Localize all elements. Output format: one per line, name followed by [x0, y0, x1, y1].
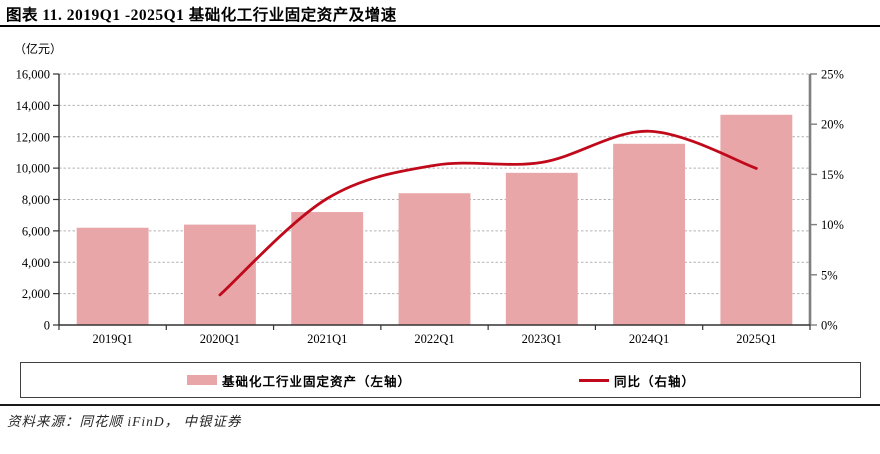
left-axis-tick-label: 16,000	[16, 68, 50, 82]
left-axis-tick-label: 4,000	[22, 256, 50, 270]
x-axis-label: 2020Q1	[200, 332, 240, 346]
left-axis-unit-label: （亿元）	[14, 42, 63, 56]
right-axis-tick-label: 15%	[821, 168, 844, 182]
chart-legend: 基础化工行业固定资产（左轴） 同比（右轴）	[20, 362, 861, 398]
x-axis-label: 2022Q1	[414, 332, 454, 346]
left-axis-tick-label: 14,000	[16, 99, 50, 113]
bar-2022Q1	[398, 193, 471, 325]
legend-item-fixed-assets: 基础化工行业固定资产（左轴）	[187, 371, 411, 390]
yoy-trend-line	[218, 129, 758, 297]
chart-plot-area: 0 2,000 4,000 6,000 8,000 10,000 12,000 14,000 1…	[16, 68, 844, 347]
bar-2020Q1	[183, 224, 256, 325]
bar-2024Q1	[613, 143, 686, 325]
footer-divider	[0, 404, 880, 406]
source-note: 资料来源：同花顺 iFinD， 中银证券	[7, 414, 242, 429]
bar-series-swatch	[187, 375, 217, 385]
left-axis-tick-label: 10,000	[16, 162, 50, 176]
bar-2021Q1	[291, 212, 364, 325]
left-axis-tick-label: 12,000	[16, 130, 50, 144]
line-series-swatch	[579, 378, 610, 382]
legend-item-yoy: 同比（右轴）	[579, 371, 695, 390]
left-axis-tick-label: 2,000	[22, 287, 50, 301]
right-axis-tick-label: 10%	[821, 218, 844, 232]
title-divider	[0, 25, 880, 27]
bar-2025Q1	[720, 114, 793, 325]
right-axis-tick-label: 25%	[821, 68, 844, 82]
left-axis-tick-label: 6,000	[22, 224, 50, 238]
right-axis-tick-label: 20%	[821, 118, 844, 132]
left-axis-tick-label: 0	[44, 319, 50, 333]
right-axis-tick-label: 0%	[821, 319, 838, 333]
right-axis-tick-label: 5%	[821, 268, 838, 282]
x-axis-label: 2025Q1	[736, 332, 776, 346]
x-axis-label: 2023Q1	[522, 332, 562, 346]
x-axis-label: 2024Q1	[629, 332, 669, 346]
line-series-label: 同比（右轴）	[614, 374, 696, 389]
figure-title: 图表 11. 2019Q1 -2025Q1 基础化工行业固定资产及增速	[6, 7, 397, 24]
bar-2019Q1	[76, 227, 149, 325]
x-axis-label: 2019Q1	[93, 332, 133, 346]
left-axis-tick-label: 8,000	[22, 193, 50, 207]
x-axis-label: 2021Q1	[307, 332, 347, 346]
bar-2023Q1	[505, 172, 578, 325]
bar-series-label: 基础化工行业固定资产（左轴）	[222, 374, 412, 389]
